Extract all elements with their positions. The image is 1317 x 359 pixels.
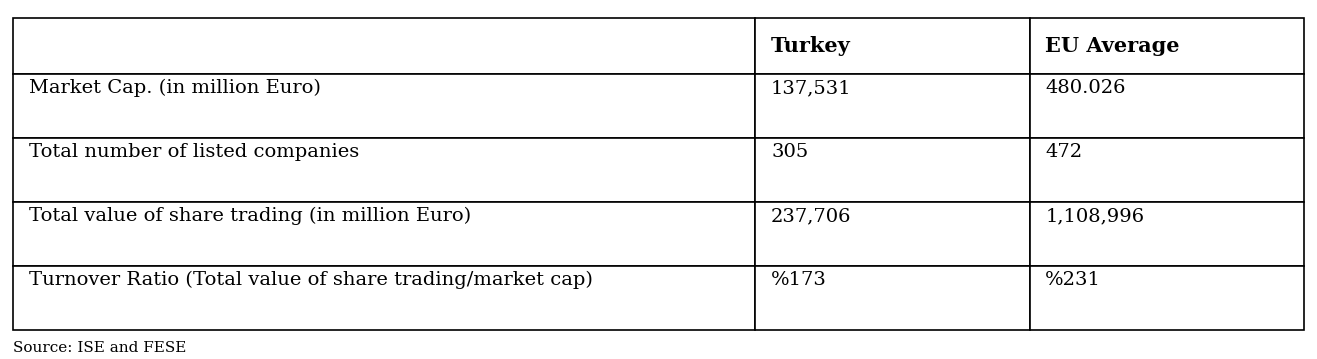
Bar (1030, 202, 1304, 266)
Text: Total value of share trading (in million Euro): Total value of share trading (in million… (29, 207, 471, 225)
Text: 472: 472 (1046, 143, 1083, 161)
Text: Total number of listed companies: Total number of listed companies (29, 143, 360, 161)
Bar (756, 74, 1030, 138)
Text: Turkey: Turkey (772, 36, 851, 56)
Bar (13, 18, 756, 74)
Bar (1030, 74, 1304, 138)
Bar (13, 138, 756, 202)
Bar (13, 202, 756, 266)
Bar (1030, 266, 1304, 330)
Text: Turnover Ratio (Total value of share trading/market cap): Turnover Ratio (Total value of share tra… (29, 271, 593, 289)
Bar (13, 266, 756, 330)
Text: 305: 305 (772, 143, 809, 161)
Text: 237,706: 237,706 (772, 207, 852, 225)
Text: Market Cap. (in million Euro): Market Cap. (in million Euro) (29, 79, 321, 97)
Text: Source: ISE and FESE: Source: ISE and FESE (13, 341, 187, 355)
Text: %173: %173 (772, 271, 827, 289)
Text: 137,531: 137,531 (772, 79, 852, 97)
Text: EU Average: EU Average (1046, 36, 1180, 56)
Bar (756, 266, 1030, 330)
Bar (1030, 18, 1304, 74)
Bar (1030, 138, 1304, 202)
Bar (13, 74, 756, 138)
Bar (756, 18, 1030, 74)
Text: %231: %231 (1046, 271, 1101, 289)
Bar (756, 138, 1030, 202)
Bar (756, 202, 1030, 266)
Text: 480.026: 480.026 (1046, 79, 1126, 97)
Text: 1,108,996: 1,108,996 (1046, 207, 1144, 225)
